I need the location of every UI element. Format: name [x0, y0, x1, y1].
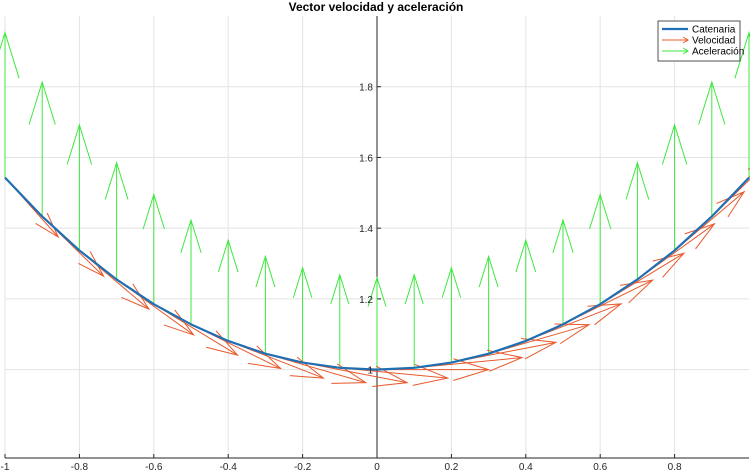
x-tick-label: 0.4 [519, 462, 533, 473]
velocidad-arrow-head [121, 283, 151, 311]
aceleracion-arrow [292, 266, 313, 363]
aceleracion-arrow-head [180, 218, 202, 254]
velocidad-arrow-head [716, 190, 746, 218]
y-tick-label: 1.8 [359, 83, 373, 94]
aceleracion-arrow-head [255, 254, 276, 288]
x-tick-label: 0 [374, 462, 380, 473]
aceleracion-arrow-head [589, 192, 612, 230]
y-tick-label: 1.4 [359, 224, 373, 235]
aceleracion-arrow [734, 30, 750, 178]
legend-item: Velocidad [662, 36, 735, 47]
aceleracion-arrow-head [478, 254, 499, 288]
aceleracion-arrow-head [217, 238, 239, 273]
legend-item: Aceleración [662, 47, 744, 58]
aceleracion-arrow-head [441, 266, 462, 298]
aceleracion-arrow-head [698, 80, 726, 125]
aceleracion-arrow [404, 273, 424, 368]
y-tick-label: 1 [367, 366, 373, 377]
velocidad-arrow-head [486, 349, 524, 372]
aceleracion-arrow-head [734, 30, 750, 79]
aceleracion-arrow [142, 192, 165, 305]
velocidad-arrow-head [684, 222, 716, 250]
velocidad-arrow-head [587, 303, 623, 326]
x-tick-label: -0.8 [71, 462, 89, 473]
x-tick-label: 0.6 [593, 462, 607, 473]
aceleracion-arrow [661, 123, 688, 251]
velocidad-arrow-head [453, 358, 491, 381]
legend-swatch-head [682, 47, 689, 55]
velocidad-arrow [711, 168, 750, 217]
velocidad-arrow-head [35, 212, 60, 239]
velocidad-arrow-head [412, 363, 450, 386]
y-tick-label: 1.6 [359, 153, 373, 164]
aceleracion-arrow [104, 161, 129, 280]
x-tick-label: -0.2 [294, 462, 312, 473]
aceleracion-arrow [515, 238, 537, 341]
aceleracion-arrow-head [0, 30, 20, 79]
aceleracion-arrow-head [104, 161, 129, 200]
aceleracion-arrow [330, 273, 350, 368]
velocidad-arrow-head [554, 323, 591, 345]
aceleracion-arrow-head [552, 218, 574, 254]
aceleracion-arrow-head [292, 266, 313, 298]
aceleracion-arrow [589, 192, 612, 305]
legend-label: Catenaria [692, 25, 736, 36]
axes [4, 16, 749, 459]
velocidad-arrow [414, 349, 524, 372]
velocidad-arrow-head [331, 363, 368, 384]
aceleracion-arrow [552, 218, 574, 325]
x-tick-label: 0.2 [444, 462, 458, 473]
aceleracion-arrow-head [142, 192, 165, 230]
x-tick-label: -0.4 [220, 462, 238, 473]
velocidad-arrow-head [520, 338, 558, 360]
aceleracion-arrow [698, 80, 726, 217]
aceleracion-arrow-head [661, 123, 688, 165]
aceleracion-arrow [441, 266, 462, 363]
x-tick-label: 0.8 [668, 462, 682, 473]
legend-swatch-head [682, 36, 689, 44]
aceleracion-arrow [0, 30, 20, 178]
tick-labels: -1 -0.8 -0.6 -0.4 -0.2 0 0.2 0.4 0.6 0.8 1 1.2 1.4 1.… [1, 83, 682, 473]
aceleracion-arrow-head [28, 80, 56, 125]
aceleracion-arrow [255, 254, 276, 354]
velocidad-arrow-head [78, 251, 105, 278]
aceleracion-arrow [217, 238, 239, 341]
series-catenaria [4, 176, 750, 371]
y-tick-label: 1.2 [359, 295, 373, 306]
legend-box [657, 20, 741, 62]
x-tick-label: -0.6 [145, 462, 163, 473]
aceleracion-arrow-head [515, 238, 537, 273]
aceleracion-arrow [625, 161, 650, 280]
aceleracion-arrow-head [404, 273, 424, 305]
aceleracion-arrow-head [367, 275, 387, 307]
series-aceleracion [0, 30, 750, 370]
velocidad-arrow [339, 363, 450, 386]
aceleracion-arrow-head [66, 123, 93, 165]
velocidad-arrow-head [619, 279, 655, 304]
legend-label: Aceleración [692, 47, 744, 58]
aceleracion-arrow [180, 218, 202, 325]
legend-item: Catenaria [662, 25, 736, 36]
aceleracion-arrow [28, 80, 56, 217]
aceleracion-arrow-head [625, 161, 650, 200]
velocidad-arrow-head [372, 365, 409, 388]
aceleracion-arrow [478, 254, 499, 354]
aceleracion-arrow [367, 275, 387, 370]
aceleracion-arrow-head [330, 273, 350, 305]
chart-title: Vector velocidad y aceleración [289, 0, 464, 14]
aceleracion-arrow [66, 123, 93, 251]
legend-label: Velocidad [692, 36, 735, 47]
x-tick-label: -1 [1, 462, 10, 473]
velocidad-arrow-shaft [711, 178, 750, 217]
